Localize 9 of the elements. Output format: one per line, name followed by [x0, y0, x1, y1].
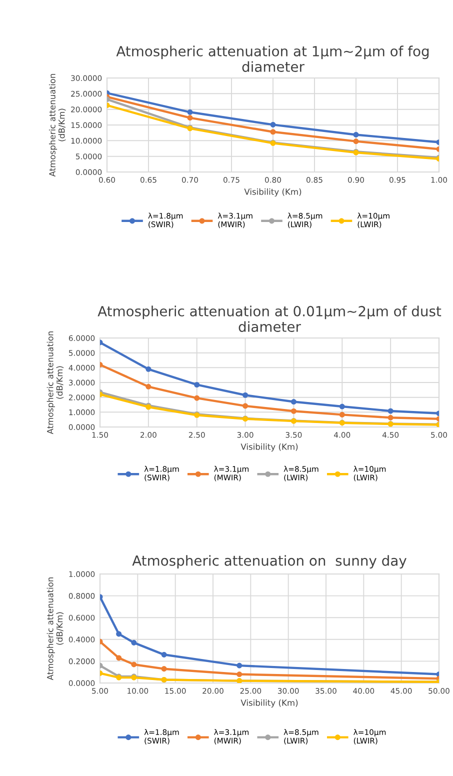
y-axis-title: Atmospheric attenuation (dB/Km)	[48, 74, 66, 177]
y-axis-title: Atmospheric attenuation (dB/Km)	[46, 331, 64, 434]
x-axis-title: Visibility (Km)	[244, 188, 302, 196]
x-axis-title: Visibility (Km)	[240, 699, 298, 708]
x-axis-title: Visibility (Km)	[240, 443, 298, 452]
chart-title: Atmospheric attenuation at 0.01μm~2μm of dust diameter	[98, 306, 442, 332]
chart-title: Atmospheric attenuation on sunny day	[132, 555, 406, 569]
chart-title: Atmospheric attenuation at 1μm~2μm of fog diameter	[116, 46, 429, 72]
y-axis-title: Atmospheric attenuation (dB/Km)	[46, 577, 64, 680]
